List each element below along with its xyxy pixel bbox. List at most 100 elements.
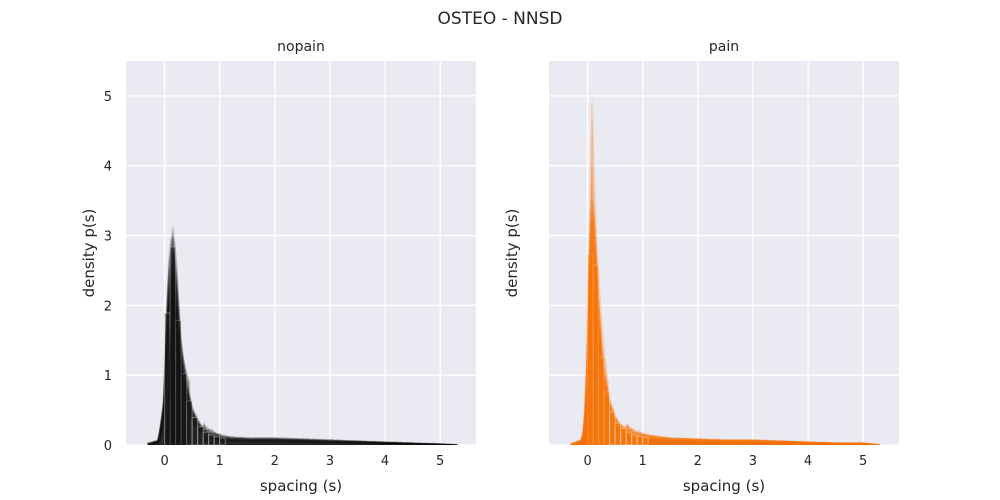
density-curve	[570, 217, 881, 445]
density-curve	[147, 273, 458, 445]
peak-curve	[585, 167, 609, 445]
histogram-bar	[208, 434, 215, 445]
density-curve	[147, 247, 457, 445]
density-curve	[570, 269, 881, 445]
density-curve	[147, 287, 458, 445]
density-curve	[147, 279, 457, 445]
histogram-bar	[587, 253, 594, 445]
y-tick-label: 2	[104, 299, 112, 314]
y-tick-label: 0	[104, 439, 112, 454]
x-tick-label: 3	[749, 454, 757, 469]
density-curves	[570, 93, 881, 445]
peak-curve	[165, 298, 186, 445]
density-curve	[571, 214, 881, 445]
density-curve	[570, 200, 880, 445]
histogram-bar	[202, 431, 210, 445]
density-curve	[148, 265, 457, 445]
density-curve	[571, 249, 880, 445]
peak-curve	[584, 271, 607, 445]
density-curve	[147, 262, 458, 445]
density-curve	[570, 224, 880, 445]
density-curve	[147, 243, 457, 445]
density-curve	[147, 280, 457, 445]
peak-curve	[586, 93, 603, 445]
density-curve	[571, 260, 881, 445]
density-curve	[570, 213, 881, 445]
density-curve	[570, 205, 881, 445]
x-tick-label: 0	[160, 454, 168, 469]
histogram-bar	[609, 411, 616, 445]
plot-area	[126, 61, 476, 445]
peak-curve	[167, 235, 183, 445]
histogram-bar	[620, 428, 627, 445]
gridlines	[126, 61, 476, 446]
density-curve	[147, 285, 458, 445]
density-curve	[571, 273, 880, 445]
density-curve	[147, 235, 457, 445]
density-curve	[570, 250, 880, 445]
peak-curve	[586, 105, 608, 445]
density-curve	[570, 237, 881, 445]
density-curve	[147, 252, 457, 445]
subplot-title: nopain	[277, 39, 325, 55]
density-curve	[571, 270, 880, 445]
peak-curve	[167, 286, 185, 445]
peak-curve	[165, 280, 190, 445]
density-curve	[147, 234, 457, 445]
density-curve	[571, 199, 880, 445]
histogram-bar	[169, 246, 177, 445]
peak-curve	[165, 297, 188, 445]
density-curve	[147, 263, 458, 445]
x-axis-label: spacing (s)	[260, 477, 342, 495]
density-curve	[147, 229, 458, 445]
density-curve	[147, 283, 457, 445]
density-curve	[570, 257, 880, 445]
y-tick-label: 1	[104, 369, 112, 384]
density-curve	[147, 283, 457, 445]
density-curve	[147, 253, 457, 445]
x-tick-label: 2	[694, 454, 702, 469]
peak-curve	[164, 258, 190, 445]
density-curve	[147, 250, 458, 445]
density-curve	[148, 257, 458, 445]
density-curve	[571, 224, 880, 445]
y-tick-label: 5	[104, 90, 112, 105]
density-curve	[147, 245, 457, 445]
density-curve	[570, 267, 880, 445]
histogram-bar	[636, 435, 644, 445]
gridlines	[549, 61, 899, 446]
x-tick-label: 1	[639, 454, 647, 469]
density-curve	[147, 282, 458, 445]
density-curve	[570, 204, 880, 445]
peak-curve	[585, 259, 604, 445]
density-curve	[570, 262, 880, 445]
plot-area	[549, 61, 899, 445]
histogram-bar	[175, 319, 182, 445]
histogram-bar	[614, 422, 622, 445]
peak-curve	[167, 297, 181, 445]
density-curve	[570, 250, 880, 445]
peak-curve	[165, 253, 191, 445]
histogram-bar	[191, 417, 199, 445]
density-curve	[147, 272, 458, 445]
density-curve	[148, 237, 457, 445]
density-curve	[571, 220, 881, 445]
density-curve	[147, 272, 458, 445]
density-curve	[147, 261, 457, 445]
histogram-bar	[164, 312, 171, 445]
density-curve	[147, 282, 458, 445]
histogram-bar	[213, 436, 221, 445]
histogram-bar	[642, 436, 649, 445]
density-curve	[147, 257, 458, 445]
density-curve	[570, 197, 880, 445]
y-tick-label: 4	[104, 160, 112, 175]
x-axis-label: spacing (s)	[683, 477, 765, 495]
density-curve	[147, 248, 457, 445]
density-curve	[571, 209, 881, 445]
density-curve	[570, 237, 880, 445]
density-curve	[570, 213, 881, 445]
density-curve	[570, 263, 881, 445]
density-curve	[147, 253, 458, 445]
